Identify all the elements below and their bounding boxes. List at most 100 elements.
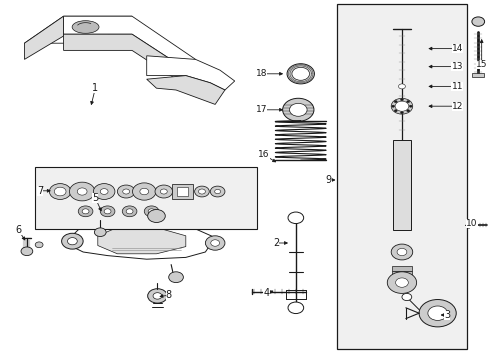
Polygon shape: [63, 16, 195, 76]
Bar: [337, 4, 466, 349]
Circle shape: [406, 110, 409, 112]
Text: 17: 17: [255, 105, 267, 114]
Polygon shape: [146, 56, 234, 90]
Text: 7: 7: [37, 186, 43, 196]
Circle shape: [291, 67, 309, 80]
Text: 11: 11: [450, 82, 462, 91]
Text: 4: 4: [263, 288, 269, 298]
Circle shape: [160, 189, 167, 194]
Circle shape: [100, 189, 108, 194]
Polygon shape: [24, 16, 63, 59]
Circle shape: [148, 209, 155, 214]
Circle shape: [418, 300, 455, 327]
Ellipse shape: [394, 46, 408, 51]
Circle shape: [408, 105, 411, 107]
Circle shape: [104, 209, 111, 214]
Text: 9: 9: [325, 175, 331, 185]
Circle shape: [153, 293, 162, 299]
Circle shape: [147, 289, 167, 303]
Polygon shape: [393, 83, 409, 90]
Text: 1: 1: [92, 83, 98, 93]
Bar: [171, 184, 193, 199]
Circle shape: [406, 100, 409, 103]
Polygon shape: [98, 228, 185, 254]
Circle shape: [155, 185, 172, 198]
Polygon shape: [24, 16, 132, 43]
Circle shape: [390, 98, 412, 114]
Circle shape: [61, 233, 83, 249]
Circle shape: [54, 187, 66, 196]
Circle shape: [122, 206, 137, 217]
Circle shape: [140, 188, 148, 195]
Text: 6: 6: [16, 225, 21, 235]
Text: 2: 2: [273, 238, 279, 248]
Circle shape: [286, 64, 314, 84]
Circle shape: [126, 209, 133, 214]
Text: 14: 14: [450, 44, 462, 53]
Circle shape: [386, 272, 416, 293]
Circle shape: [393, 100, 396, 103]
Circle shape: [210, 186, 224, 197]
Circle shape: [94, 228, 106, 237]
Bar: [391, 266, 411, 271]
Circle shape: [289, 103, 306, 116]
Ellipse shape: [72, 21, 99, 33]
Text: 3: 3: [444, 310, 449, 320]
Ellipse shape: [398, 48, 404, 50]
Text: 13: 13: [450, 62, 462, 71]
Bar: [176, 187, 188, 196]
Circle shape: [400, 112, 403, 114]
Circle shape: [427, 306, 447, 320]
Circle shape: [49, 184, 71, 199]
Bar: [391, 271, 411, 276]
Circle shape: [398, 84, 405, 89]
Text: 16: 16: [258, 150, 269, 159]
Circle shape: [401, 293, 411, 301]
Text: 10: 10: [465, 219, 477, 228]
Circle shape: [100, 206, 115, 217]
Circle shape: [396, 248, 406, 256]
Circle shape: [198, 189, 205, 194]
Polygon shape: [146, 76, 224, 104]
Circle shape: [210, 240, 219, 246]
Circle shape: [117, 185, 135, 198]
Bar: [392, 140, 410, 230]
Circle shape: [205, 236, 224, 250]
Polygon shape: [63, 34, 195, 92]
Circle shape: [400, 99, 403, 101]
Circle shape: [282, 98, 313, 121]
Circle shape: [395, 278, 407, 287]
Circle shape: [394, 101, 408, 111]
Circle shape: [67, 238, 77, 245]
Circle shape: [147, 210, 165, 222]
Circle shape: [214, 189, 220, 194]
Ellipse shape: [398, 66, 404, 68]
Circle shape: [77, 188, 87, 195]
Circle shape: [122, 189, 129, 194]
Circle shape: [391, 105, 394, 107]
Circle shape: [287, 302, 303, 314]
Ellipse shape: [394, 64, 408, 69]
Circle shape: [78, 206, 93, 217]
Circle shape: [82, 209, 89, 214]
Circle shape: [35, 242, 43, 248]
Circle shape: [194, 186, 209, 197]
Circle shape: [144, 206, 159, 217]
Circle shape: [287, 212, 303, 224]
Bar: [471, 73, 483, 77]
Text: 15: 15: [475, 60, 487, 69]
Polygon shape: [68, 218, 215, 259]
Circle shape: [21, 247, 33, 256]
Text: 5: 5: [92, 193, 98, 203]
Text: 18: 18: [255, 69, 267, 78]
Circle shape: [393, 110, 396, 112]
Bar: [35, 167, 256, 229]
Circle shape: [471, 17, 484, 26]
Text: 8: 8: [165, 290, 171, 300]
Circle shape: [390, 244, 412, 260]
Circle shape: [93, 184, 115, 199]
Circle shape: [69, 182, 95, 201]
Circle shape: [168, 272, 183, 283]
Text: 12: 12: [450, 102, 462, 111]
Circle shape: [132, 183, 156, 200]
